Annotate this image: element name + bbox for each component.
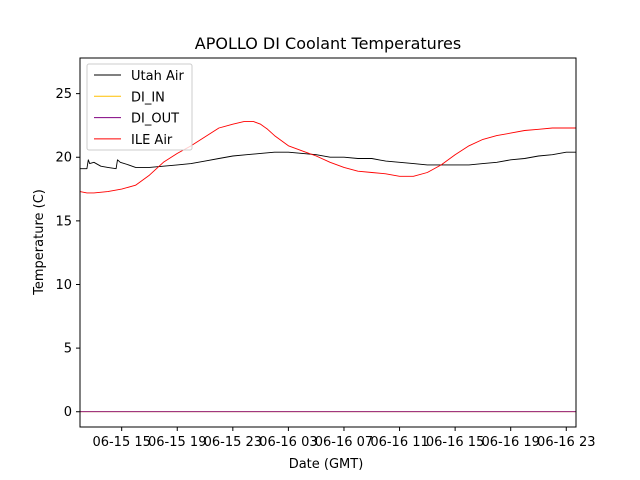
x-tick-label: 06-16 07 (315, 435, 373, 450)
x-axis-label: Date (GMT) (289, 457, 364, 472)
y-axis-ticks: 0 5 10 15 20 25 (55, 87, 80, 420)
legend-label: ILE Air (131, 133, 173, 148)
plot-series (79, 121, 576, 413)
legend-label: DI_IN (131, 90, 165, 105)
x-tick-label: 06-15 23 (204, 435, 262, 450)
y-tick-label: 20 (55, 151, 72, 166)
legend-box (86, 63, 193, 151)
y-tick-label: 5 (64, 342, 72, 357)
x-tick-label: 06-15 15 (92, 435, 150, 450)
legend-label: Utah Air (131, 69, 184, 84)
x-tick-label: 06-16 11 (370, 435, 428, 450)
legend-label: DI_OUT (131, 112, 179, 127)
chart-title: APOLLO DI Coolant Temperatures (195, 34, 461, 53)
x-tick-label: 06-16 19 (481, 435, 539, 450)
legend-entries: Utah Air DI_IN DI_OUT ILE Air (94, 69, 184, 148)
y-tick-label: 0 (64, 405, 72, 420)
y-tick-label: 25 (55, 87, 72, 102)
y-axis-label: Temperature (C) (32, 189, 47, 296)
series-line-ile-air (79, 121, 576, 194)
x-tick-label: 06-15 19 (148, 435, 206, 450)
y-tick-label: 10 (55, 278, 72, 293)
x-tick-label: 06-16 03 (259, 435, 317, 450)
x-tick-label: 06-16 15 (426, 435, 484, 450)
series-line-utah-air (80, 151, 576, 170)
x-tick-label: 06-16 23 (537, 435, 595, 450)
y-tick-label: 15 (55, 214, 72, 229)
legend: Utah Air DI_IN DI_OUT ILE Air (86, 63, 193, 151)
plot-frame (79, 57, 577, 428)
